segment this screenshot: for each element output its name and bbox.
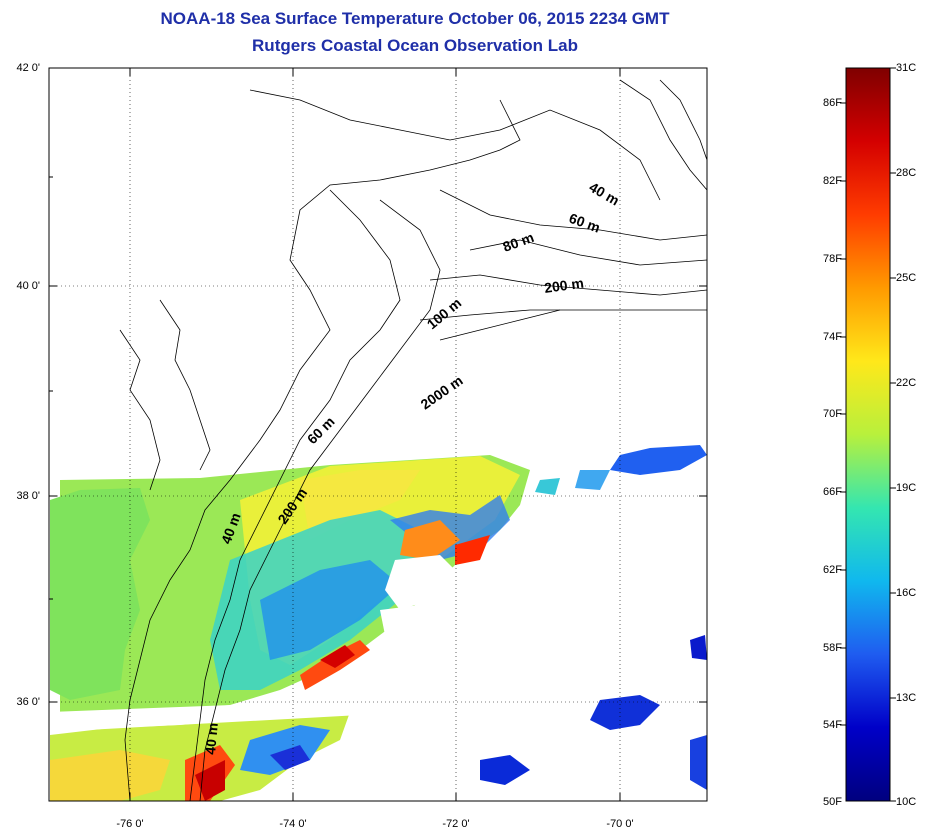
colorbar-f-label: 82F [823,175,842,187]
contour-label: 2000 m [418,372,466,412]
colorbar [845,67,891,802]
lat-tick-label: 40 0' [16,280,40,292]
colorbar-c-label: 13C [896,692,917,704]
contour-label: 60 m [304,413,338,447]
colorbar-f-label: 70F [823,408,842,420]
colorbar-f-label: 58F [823,642,842,654]
lat-tick-label: 38 0' [16,490,40,502]
lon-tick-label: -72 0' [442,818,470,830]
graticule [49,68,707,801]
colorbar-c-label: 28C [896,167,917,179]
contour-label: 80 m [501,229,536,255]
contour-label: 200 m [543,275,585,296]
lon-tick-label: -74 0' [279,818,307,830]
contour-label: 40 m [202,722,221,755]
colorbar-c-label: 19C [896,482,917,494]
colorbar-c-label: 31C [896,62,917,74]
colorbar-f-label: 62F [823,564,842,576]
colorbar-f-label: 86F [823,97,842,109]
colorbar-f-label: 74F [823,331,842,343]
colorbar-ticks [840,67,896,802]
colorbar-c-label: 22C [896,377,917,389]
lat-tick-label: 42 0' [16,62,40,74]
colorbar-f-label: 50F [823,796,842,808]
lon-tick-label: -76 0' [116,818,144,830]
colorbar-c-label: 10C [896,796,917,808]
map-title: NOAA-18 Sea Surface Temperature October … [160,9,670,28]
sst-data-layer [50,445,707,801]
lon-tick-label: -70 0' [606,818,634,830]
colorbar-c-label: 16C [896,587,917,599]
lat-tick-label: 36 0' [16,696,40,708]
colorbar-f-label: 54F [823,719,842,731]
contour-label: 100 m [424,295,465,333]
axis-ticks [49,67,707,801]
map-subtitle: Rutgers Coastal Ocean Observation Lab [252,36,578,55]
map-frame [48,67,708,802]
contour-label: 60 m [567,210,602,236]
contour-label: 40 m [587,179,623,209]
colorbar-f-label: 66F [823,486,842,498]
colorbar-f-label: 78F [823,253,842,265]
colorbar-c-label: 25C [896,272,917,284]
coastline-contours [119,79,707,801]
